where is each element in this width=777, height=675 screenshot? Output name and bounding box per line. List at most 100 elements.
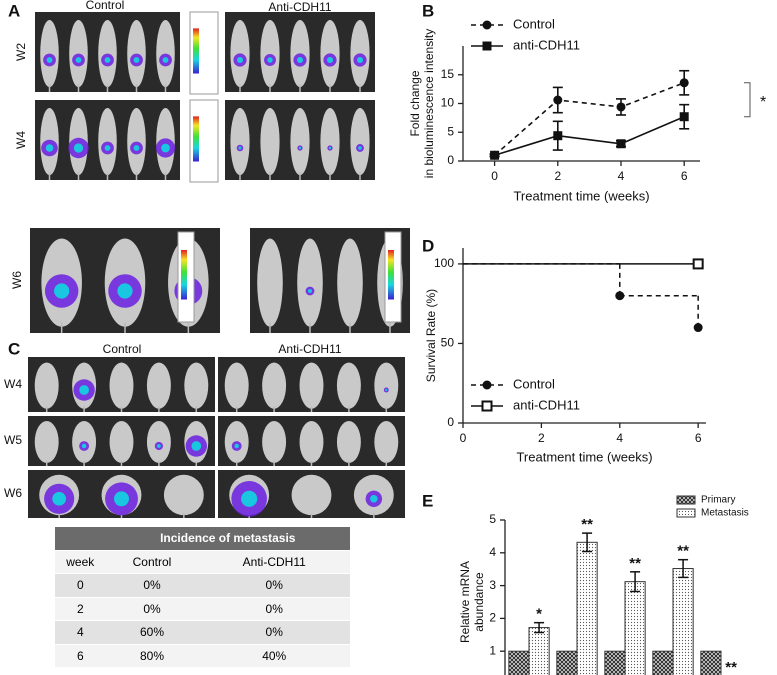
signal-core xyxy=(162,57,169,63)
colorbar xyxy=(193,116,199,162)
y-tick-label: 50 xyxy=(441,336,455,350)
significance-bracket xyxy=(744,82,751,118)
significance-label: * xyxy=(536,606,542,623)
signal-core xyxy=(104,145,111,151)
x-tick-label: 6 xyxy=(681,169,688,183)
imaging-photos xyxy=(28,11,410,518)
signal-core xyxy=(298,146,302,150)
mouse xyxy=(98,20,117,88)
y-tick-label: 0 xyxy=(447,153,454,167)
signal-core xyxy=(75,57,82,63)
mouse xyxy=(109,362,134,409)
table-cell: 60% xyxy=(105,620,199,645)
marker xyxy=(553,131,563,141)
mouse xyxy=(337,238,363,327)
signal-core xyxy=(104,57,111,63)
marker xyxy=(616,139,626,149)
significance-label: ** xyxy=(677,543,689,560)
mouse xyxy=(299,362,324,409)
panel-label: D xyxy=(422,236,434,255)
signal-core xyxy=(238,146,242,150)
marker xyxy=(679,112,689,122)
legend-marker xyxy=(482,41,492,51)
mouse xyxy=(34,421,59,463)
column-label: Anti-CDH11 xyxy=(278,342,341,356)
y-tick-label: 5 xyxy=(447,124,454,138)
bar xyxy=(624,581,646,675)
signal-core xyxy=(45,144,54,152)
y-axis-label: Survival Rate (%) xyxy=(424,289,438,382)
colorbar xyxy=(193,28,199,74)
y-tick-label: 4 xyxy=(489,545,496,559)
mouse xyxy=(127,108,146,176)
bar xyxy=(604,650,626,675)
legend-label: Primary xyxy=(701,495,735,506)
x-tick-label: 4 xyxy=(616,431,623,445)
signal-core xyxy=(328,146,332,150)
signal-core xyxy=(327,57,333,63)
signal-core xyxy=(308,289,312,293)
mouse xyxy=(163,474,204,516)
signal-core xyxy=(358,146,362,150)
legend-label: Control xyxy=(513,16,555,31)
mouse xyxy=(34,362,59,409)
bar xyxy=(700,650,722,675)
signal-core xyxy=(370,495,378,503)
y-tick-label: 10 xyxy=(441,96,455,110)
table-title: Incidence of metastasis xyxy=(105,527,350,551)
marker xyxy=(693,323,703,333)
table-cell xyxy=(55,527,106,551)
signal-core xyxy=(357,57,363,63)
x-axis-label: Treatment time (weeks) xyxy=(516,449,652,464)
mouse xyxy=(350,108,370,176)
mouse xyxy=(336,421,361,463)
bar xyxy=(556,650,578,675)
panel-label: C xyxy=(8,339,20,358)
legend-label: anti-CDH11 xyxy=(513,397,580,412)
mouse xyxy=(297,238,323,327)
table-cell: 0 xyxy=(55,573,106,598)
signal-core xyxy=(133,145,140,151)
x-tick-label: 4 xyxy=(618,169,625,183)
row-label: W6 xyxy=(4,486,22,500)
mouse xyxy=(230,108,250,176)
mouse xyxy=(260,20,280,88)
bar xyxy=(576,541,598,675)
table-cell: 4 xyxy=(55,620,106,645)
mouse xyxy=(109,421,134,463)
mouse xyxy=(257,238,283,327)
series-line xyxy=(494,115,685,157)
y-tick-label: 0 xyxy=(447,415,454,429)
panel-label: B xyxy=(422,1,434,20)
marker xyxy=(553,95,563,105)
signal-core xyxy=(157,444,161,448)
x-tick-label: 6 xyxy=(695,431,702,445)
legend-marker xyxy=(481,400,493,412)
table-header: Control xyxy=(105,550,199,574)
signal-core xyxy=(54,283,70,299)
y-tick-label: 2 xyxy=(489,611,496,625)
table-header: Anti-CDH11 xyxy=(198,550,350,574)
row-label: W4 xyxy=(14,131,28,149)
mouse xyxy=(262,362,287,409)
signal-core xyxy=(385,388,388,392)
x-tick-label: 2 xyxy=(554,169,561,183)
signal-core xyxy=(81,443,87,449)
y-axis-label: in bioluminescence intensity xyxy=(422,29,436,178)
y-axis-label: Relative mRNA xyxy=(458,561,472,643)
row-label: W2 xyxy=(14,43,28,61)
signal-core xyxy=(267,57,273,63)
mouse xyxy=(262,421,287,463)
mouse xyxy=(291,474,332,516)
significance-label: ** xyxy=(581,516,593,533)
table-cell: 40% xyxy=(198,644,350,668)
x-tick-label: 0 xyxy=(460,431,467,445)
mouse xyxy=(98,108,117,176)
table-cell: 80% xyxy=(105,644,199,668)
y-tick-label: 100 xyxy=(434,256,454,270)
mouse xyxy=(40,20,59,88)
table-header: week xyxy=(55,550,106,574)
y-tick-label: 5 xyxy=(489,512,496,526)
table-cell: 0% xyxy=(105,573,199,598)
